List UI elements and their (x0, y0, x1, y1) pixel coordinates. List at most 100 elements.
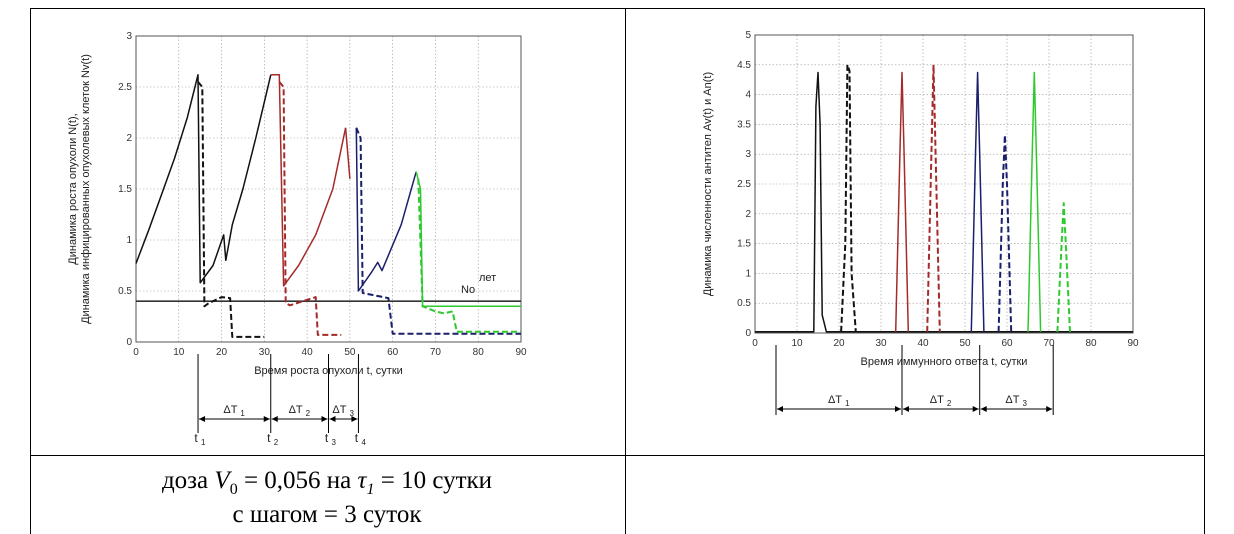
interval-label: ΔT (930, 394, 944, 406)
interval-label: ΔT (289, 404, 303, 416)
caption-line-1: доза V0 = 0,056 на τ1 = 10 сутки (161, 467, 493, 498)
x-tick-label: 70 (1043, 338, 1055, 349)
interval-label-sub: 3 (349, 409, 354, 418)
series-line-7 (355, 127, 521, 335)
series-line-5 (970, 71, 985, 332)
y-axis-label: Динамика численности антител Av(t) и An(… (702, 72, 714, 296)
y-tick-label: 2.5 (118, 82, 132, 93)
x-tick-label: 80 (1085, 338, 1097, 349)
arrow-head-right (895, 406, 901, 412)
plot-frame (754, 34, 1134, 334)
series-line-1 (135, 74, 272, 284)
interval-label: ΔT (223, 404, 237, 416)
x-tick-label: 80 (473, 347, 485, 358)
table-left-border (30, 8, 31, 534)
arrow-head-right (1046, 406, 1053, 412)
v-symbol: V (214, 467, 230, 494)
x-tick-label: 10 (791, 338, 803, 349)
arrow-head-left (777, 406, 783, 412)
series-line-4 (926, 63, 941, 332)
series-line-9 (417, 178, 521, 333)
x-tick-label: 0 (752, 338, 758, 349)
caption-line-2: с шагом = 3 суток (232, 501, 422, 528)
y-tick-label: 1 (745, 268, 751, 279)
arrow-head-right (351, 416, 358, 422)
y-tick-label: 2 (745, 209, 751, 220)
series-line-3 (894, 71, 910, 332)
y-tick-label: 0 (745, 328, 751, 339)
arrow-head-left (271, 416, 278, 422)
y-tick-label: 0.5 (118, 286, 132, 297)
x-tick-label: 10 (173, 347, 185, 358)
y-tick-label: 5 (745, 30, 751, 41)
y-tick-label: 4.5 (737, 60, 751, 71)
y-axis-label: Динамика инфицированных опухолевых клето… (80, 54, 92, 324)
arrow-head-right (263, 416, 270, 422)
interval-label: ΔT (1005, 394, 1019, 406)
arrow-head-right (321, 416, 328, 422)
series-line-4 (278, 81, 342, 336)
threshold-label-sup: лет (479, 272, 496, 284)
t-label-sub: 1 (201, 438, 206, 447)
x-tick-label: 30 (875, 338, 887, 349)
x-tick-label: 90 (515, 347, 527, 358)
series-line-8 (1056, 202, 1071, 332)
table-column-divider (625, 8, 626, 534)
x-tick-label: 0 (133, 347, 139, 358)
y-tick-label: 3 (745, 149, 751, 160)
y-tick-label: 2.5 (737, 179, 751, 190)
series-line-6 (355, 127, 417, 292)
y-tick-label: 0.5 (737, 298, 751, 309)
x-tick-label: 90 (1127, 338, 1139, 349)
x-tick-label: 40 (302, 347, 314, 358)
arrow-head-left (980, 406, 987, 412)
interval-label: ΔT (828, 394, 842, 406)
x-tick-label: 60 (1001, 338, 1013, 349)
threshold-label: No (461, 284, 475, 296)
table-row-divider (30, 455, 1204, 456)
interval-label: ΔT (332, 404, 346, 416)
series-line-2 (840, 63, 857, 332)
arrow-head-left (903, 406, 909, 412)
x-tick-label: 70 (430, 347, 442, 358)
x-tick-label: 20 (833, 338, 845, 349)
series-line-5 (344, 127, 351, 179)
series-line-1 (755, 71, 1133, 333)
x-axis-label: Время иммунного ответа t, сутки (861, 356, 1028, 368)
table-top-border (30, 8, 1204, 9)
arrow-head-left (199, 416, 206, 422)
arrow-head-left (329, 416, 336, 422)
tau-symbol: τ (357, 467, 367, 494)
t-label-sub: 2 (274, 438, 279, 447)
t-label: t (194, 431, 198, 445)
x-tick-label: 30 (259, 347, 271, 358)
y-tick-label: 1 (126, 235, 132, 246)
immune-response-chart: 0 10 20 30 40 50 60 70 80 90 0 0.5 1 1.5 2 2.5 3 3.5 4 4.5 5… (702, 30, 1139, 415)
x-tick-label: 20 (216, 347, 228, 358)
y-tick-label: 4 (745, 90, 751, 101)
x-tick-label: 50 (344, 347, 356, 358)
table-right-border (1204, 8, 1205, 534)
t-label-sub: 3 (332, 438, 337, 447)
tau-subscript: 1 (366, 481, 375, 498)
series-line-2 (197, 81, 265, 338)
y-tick-label: 0 (126, 337, 132, 348)
y-tick-label: 3.5 (737, 119, 751, 130)
y-tick-label: 2 (126, 133, 132, 144)
v-subscript: 0 (229, 481, 238, 498)
x-tick-label: 50 (959, 338, 971, 349)
y-tick-label: 1.5 (118, 184, 132, 195)
x-tick-label: 60 (387, 347, 399, 358)
y-tick-label: 3 (126, 31, 132, 42)
series-line-7 (1027, 71, 1042, 332)
t-label-sub: 4 (361, 438, 366, 447)
series-line-3 (270, 74, 347, 287)
t-label: t (325, 431, 329, 445)
t-label: t (355, 431, 359, 445)
y-tick-label: 1.5 (737, 239, 751, 250)
interval-label-sub: 2 (306, 409, 311, 418)
plot-frame (135, 35, 522, 343)
interval-label-sub: 2 (947, 399, 952, 408)
interval-label-sub: 3 (1022, 399, 1027, 408)
arrow-head-right (972, 406, 979, 412)
